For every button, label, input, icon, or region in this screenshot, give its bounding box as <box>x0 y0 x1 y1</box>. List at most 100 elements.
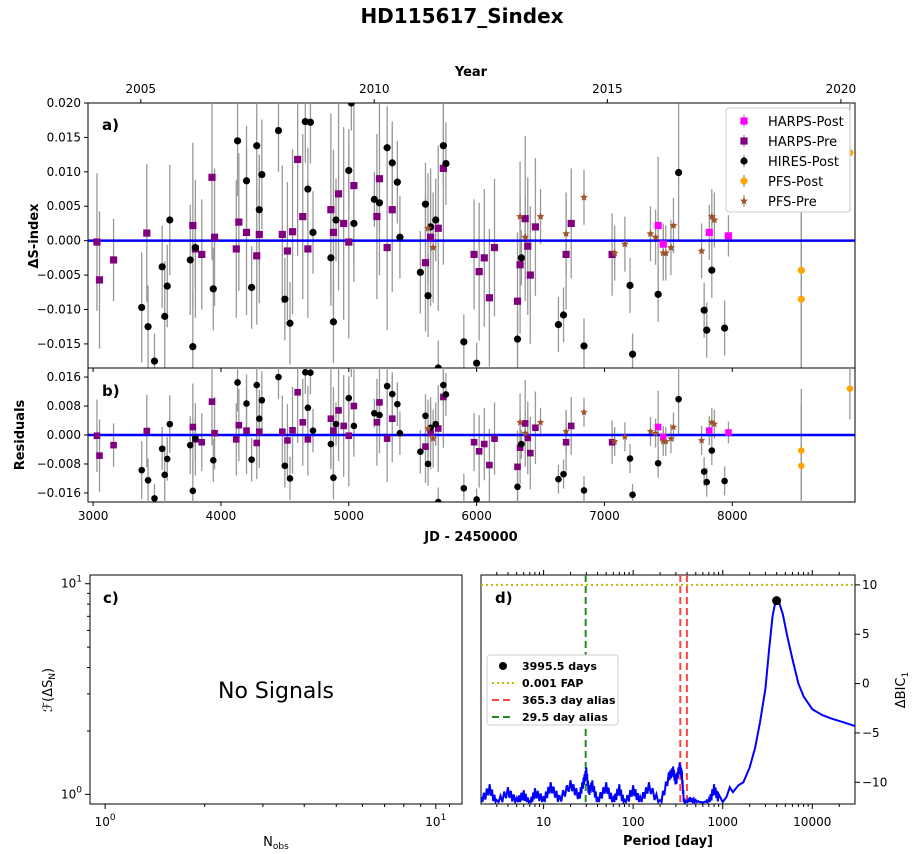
legend-label: HIRES-Post <box>768 155 839 170</box>
residual-point <box>376 411 383 419</box>
data-point <box>580 342 588 350</box>
panel-c-ylabel: ℱ(ΔSN) <box>41 668 58 712</box>
residual-point <box>350 422 358 430</box>
data-point <box>562 250 570 259</box>
residual-point <box>567 422 575 430</box>
data-point <box>608 250 616 259</box>
residual-point <box>667 434 675 442</box>
data-point <box>186 256 194 264</box>
panel-b-ytick-label: −0.016 <box>37 486 81 500</box>
data-point <box>350 219 358 228</box>
residual-point <box>518 440 525 448</box>
data-point <box>143 229 151 237</box>
residual-point <box>383 382 391 390</box>
panel-a-ytick-label: 0.015 <box>47 130 81 144</box>
residual-point <box>424 424 432 432</box>
residual-point <box>281 462 289 470</box>
residual-point <box>700 468 708 475</box>
residual-point <box>304 404 312 412</box>
data-point <box>439 164 447 172</box>
panel-a-ylabel: ΔS-index <box>27 203 42 269</box>
residual-point <box>675 395 682 403</box>
residual-point <box>798 447 805 454</box>
panel-b-xtick-label: 6000 <box>461 509 492 523</box>
residual-point <box>703 478 711 486</box>
residual-point <box>396 429 404 437</box>
data-point <box>232 245 240 253</box>
data-point <box>248 283 256 292</box>
residual-point <box>470 438 478 446</box>
panel-b: b) Residuals JD - 2450000 −0.016 −0.008 0.… <box>13 367 856 545</box>
data-point <box>191 243 199 252</box>
data-point <box>531 223 540 231</box>
data-point <box>421 200 430 208</box>
residual-point <box>659 433 667 441</box>
residual-point <box>330 427 337 434</box>
data-point <box>470 250 478 259</box>
residual-point <box>248 456 255 463</box>
data-point <box>93 238 101 246</box>
data-point <box>697 246 706 255</box>
data-point <box>526 271 534 279</box>
panel-d-legend: 3995.5 days 0.001 FAP 365.3 day alias 29.5 … <box>486 654 619 726</box>
panel-a-top-tick-label: 2015 <box>592 82 623 96</box>
data-point <box>442 159 450 168</box>
data-point <box>274 126 283 135</box>
data-point <box>347 103 355 107</box>
panel-a-ytick-label: −0.005 <box>37 268 81 282</box>
residual-point <box>327 415 335 423</box>
residual-point <box>376 399 383 406</box>
residual-point <box>536 418 545 426</box>
residual-point <box>255 415 263 423</box>
residual-point <box>721 477 728 485</box>
data-point <box>345 166 353 175</box>
panel-d-xlabel: Period [day] <box>623 834 713 849</box>
data-point <box>536 212 545 220</box>
residual-point <box>562 438 570 446</box>
data-point <box>253 142 261 150</box>
data-point <box>626 281 634 290</box>
data-point <box>286 319 294 327</box>
data-point <box>304 245 312 253</box>
residual-point <box>302 369 309 376</box>
residual-point <box>350 402 358 410</box>
residual-point <box>235 421 243 429</box>
residual-point <box>440 393 447 401</box>
data-point <box>304 185 312 193</box>
residual-point <box>460 484 468 492</box>
data-point <box>138 303 146 312</box>
data-point <box>299 212 307 221</box>
data-point <box>388 159 396 167</box>
panel-c-label: c) <box>103 589 119 607</box>
panel-c-xlabel: Nobs <box>263 835 289 852</box>
residual-point <box>304 436 312 443</box>
residual-point <box>434 498 442 502</box>
residual-point <box>373 419 381 426</box>
residual-point <box>608 438 616 446</box>
legend-marker <box>740 196 748 205</box>
residual-point <box>422 412 429 420</box>
data-point <box>95 276 104 284</box>
residual-point <box>705 427 713 434</box>
legend-label: PFS-Pre <box>768 195 817 210</box>
residual-point <box>524 434 532 442</box>
residual-point <box>234 379 241 386</box>
residual-point <box>440 381 447 389</box>
residual-point <box>521 420 529 427</box>
panel-a-top-xlabel: Year <box>454 65 488 80</box>
data-point <box>516 261 524 269</box>
data-point <box>242 177 251 185</box>
panel-c-ytick-label: 101 <box>61 575 82 591</box>
residual-point <box>138 466 145 474</box>
panel-a-top-tick-label: 2010 <box>359 82 390 96</box>
residual-point <box>143 427 151 435</box>
residual-point <box>394 400 401 408</box>
data-point <box>255 230 263 239</box>
residual-point <box>669 423 678 431</box>
residual-point <box>429 434 437 442</box>
residual-point <box>555 475 562 483</box>
residual-point <box>432 420 440 428</box>
residual-point <box>516 444 524 451</box>
data-point <box>375 199 384 207</box>
